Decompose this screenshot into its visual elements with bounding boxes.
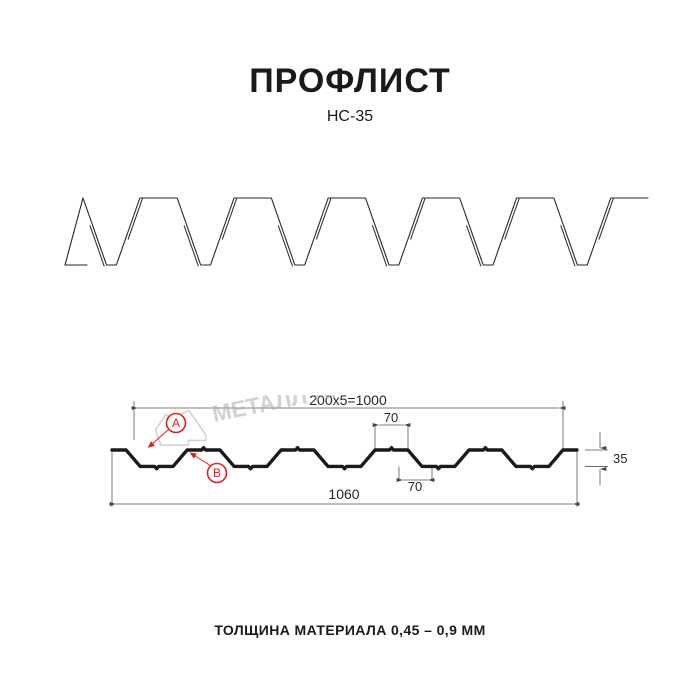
svg-text:70: 70: [408, 479, 422, 494]
svg-text:A: A: [172, 416, 180, 430]
svg-text:B: B: [213, 466, 221, 480]
svg-text:1060: 1060: [328, 486, 359, 502]
svg-text:35: 35: [613, 451, 627, 466]
svg-text:МЕТАЛЛ ПРОФИЛЬ: МЕТАЛЛ ПРОФИЛЬ: [210, 395, 432, 427]
svg-text:70: 70: [384, 410, 398, 425]
